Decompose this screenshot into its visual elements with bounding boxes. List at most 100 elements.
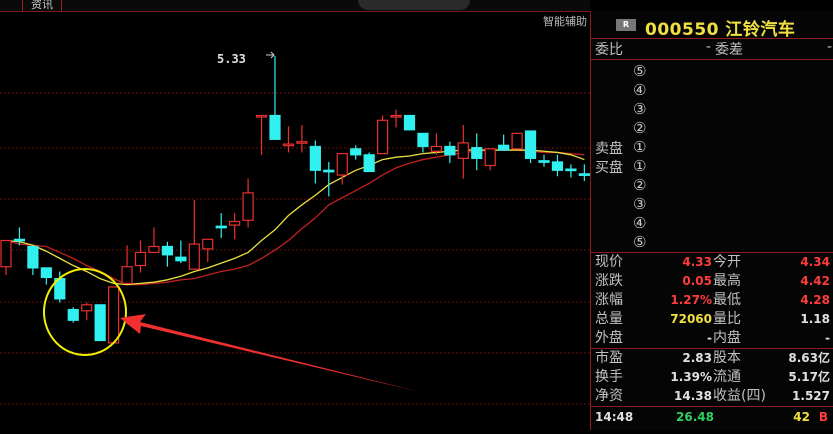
candle-up xyxy=(255,114,268,118)
candle-up xyxy=(511,132,523,150)
candle-down xyxy=(13,238,26,242)
candle-down xyxy=(175,256,187,262)
quote-label: 总量 xyxy=(595,311,623,327)
tick-price: 26.48 xyxy=(676,410,714,424)
candle-up xyxy=(430,145,442,152)
ma-long-line xyxy=(5,149,585,286)
candle-down xyxy=(403,114,416,131)
buy-level-row: ④ xyxy=(591,214,833,233)
quote-value: 4.42 xyxy=(800,274,830,288)
wc-value: - xyxy=(826,39,832,55)
buy-level-index: ④ xyxy=(633,214,647,232)
buy-level-row: ③ xyxy=(591,195,833,214)
tab-news[interactable]: 资讯 xyxy=(22,0,62,12)
quote-value: 14.38 xyxy=(674,389,712,403)
sell-level-index: ② xyxy=(633,119,647,137)
sell-level-index: ③ xyxy=(633,100,647,118)
quote-label: 最高 xyxy=(713,273,741,289)
candle-up xyxy=(229,220,241,226)
quote-row: 总量 72060 量比 1.18 xyxy=(591,310,833,329)
quote-label: 涨跌 xyxy=(595,273,623,289)
sell-level-row: ④ xyxy=(591,81,833,100)
quote-value: - xyxy=(707,331,712,345)
quote-value: 4.34 xyxy=(800,255,830,269)
quote-label: 现价 xyxy=(595,254,623,270)
quote-label: 换手 xyxy=(595,369,623,385)
candle-up xyxy=(484,148,496,167)
wb-label: 委比 xyxy=(595,42,623,58)
quote-row: 涨幅 1.27% 最低 4.28 xyxy=(591,291,833,310)
buy-level-index: ① xyxy=(633,157,647,175)
quote-label: 市盈 xyxy=(595,350,623,366)
candle-down xyxy=(94,304,106,342)
candle-down xyxy=(524,130,537,159)
sell-level-row: 卖盘 ① xyxy=(591,138,833,157)
sell-level-index: ① xyxy=(633,138,647,156)
quote-label: 量比 xyxy=(713,311,741,327)
highlight-circle xyxy=(43,268,127,356)
candle-down xyxy=(538,160,550,163)
candle-down xyxy=(350,148,362,156)
candle-up xyxy=(134,251,147,267)
kline-chart[interactable]: 5.33 智能辅助 xyxy=(0,12,590,430)
tick-volume: 42 xyxy=(793,410,810,424)
quote-value: - xyxy=(825,331,830,345)
candle-down xyxy=(551,161,564,171)
sell-level-row: ③ xyxy=(591,100,833,119)
candle-up xyxy=(336,153,348,176)
quote-value: 2.83 xyxy=(682,351,712,365)
buy-level-row: 买盘 ① xyxy=(591,157,833,176)
quote-value: 0.05 xyxy=(682,274,712,288)
candle-up xyxy=(282,143,295,147)
order-ratio-row: 委比 - 委差 - xyxy=(591,39,833,60)
candle-down xyxy=(40,267,52,279)
stock-code-name: 000550 江铃汽车 xyxy=(645,20,796,40)
fundamental-row: 市盈 2.83 股本 8.63亿 xyxy=(591,349,833,368)
candle-down xyxy=(67,308,79,321)
buy-level-row: ⑤ xyxy=(591,233,833,252)
peak-arrow-icon xyxy=(266,51,275,59)
candle-down xyxy=(309,145,321,171)
quote-label: 涨幅 xyxy=(595,292,623,308)
quote-value: 1.27% xyxy=(670,293,712,307)
divider xyxy=(591,406,833,407)
wb-value: - xyxy=(706,39,712,55)
quote-value: 1.18 xyxy=(800,312,830,326)
kline-svg: 5.33 xyxy=(0,51,590,405)
quote-row: 现价 4.33 今开 4.34 xyxy=(591,253,833,272)
r-badge: R xyxy=(616,19,636,31)
candle-down xyxy=(578,173,590,176)
quote-row: 外盘 - 内盘 - xyxy=(591,329,833,348)
quote-label: 流通 xyxy=(713,369,741,385)
quote-value: 72060 xyxy=(670,312,712,326)
candle-up xyxy=(242,192,254,221)
candle-up xyxy=(121,266,133,284)
quote-value: 4.33 xyxy=(682,255,712,269)
quote-label: 外盘 xyxy=(595,330,623,346)
fundamental-row: 净资 14.38 收益(四) 1.527 xyxy=(591,387,833,406)
sell-label: 卖盘 xyxy=(595,141,623,157)
candle-down xyxy=(471,147,483,159)
sell-level-row: ⑤ xyxy=(591,62,833,81)
page-indicator xyxy=(358,0,470,10)
candle-down xyxy=(269,114,281,140)
smart-assist-button[interactable]: 智能辅助 xyxy=(543,15,587,28)
tick-time: 14:48 xyxy=(595,410,634,424)
candle-up xyxy=(188,243,200,270)
top-tab-bar: 资讯 xyxy=(0,0,590,12)
candle-up xyxy=(377,119,389,155)
buy-level-index: ⑤ xyxy=(633,233,647,251)
tick-side: B xyxy=(818,410,828,424)
sell-level-index: ⑤ xyxy=(633,62,647,80)
quote-value: 1.527 xyxy=(792,389,830,403)
quote-header: R 000550 江铃汽车 xyxy=(591,11,833,40)
quote-label: 内盘 xyxy=(713,330,741,346)
candle-down xyxy=(444,145,456,156)
sell-level-index: ④ xyxy=(633,81,647,99)
candle-up xyxy=(81,304,93,312)
candle-down xyxy=(323,169,335,173)
quote-panel: R 000550 江铃汽车 委比 - 委差 - ⑤ ④ ③ ② 卖盘 ① 买盘 ① ② ③ ④ ⑤ 现… xyxy=(590,11,833,430)
buy-level-index: ② xyxy=(633,176,647,194)
candle-up xyxy=(390,114,402,118)
ma-short-line xyxy=(5,149,585,286)
